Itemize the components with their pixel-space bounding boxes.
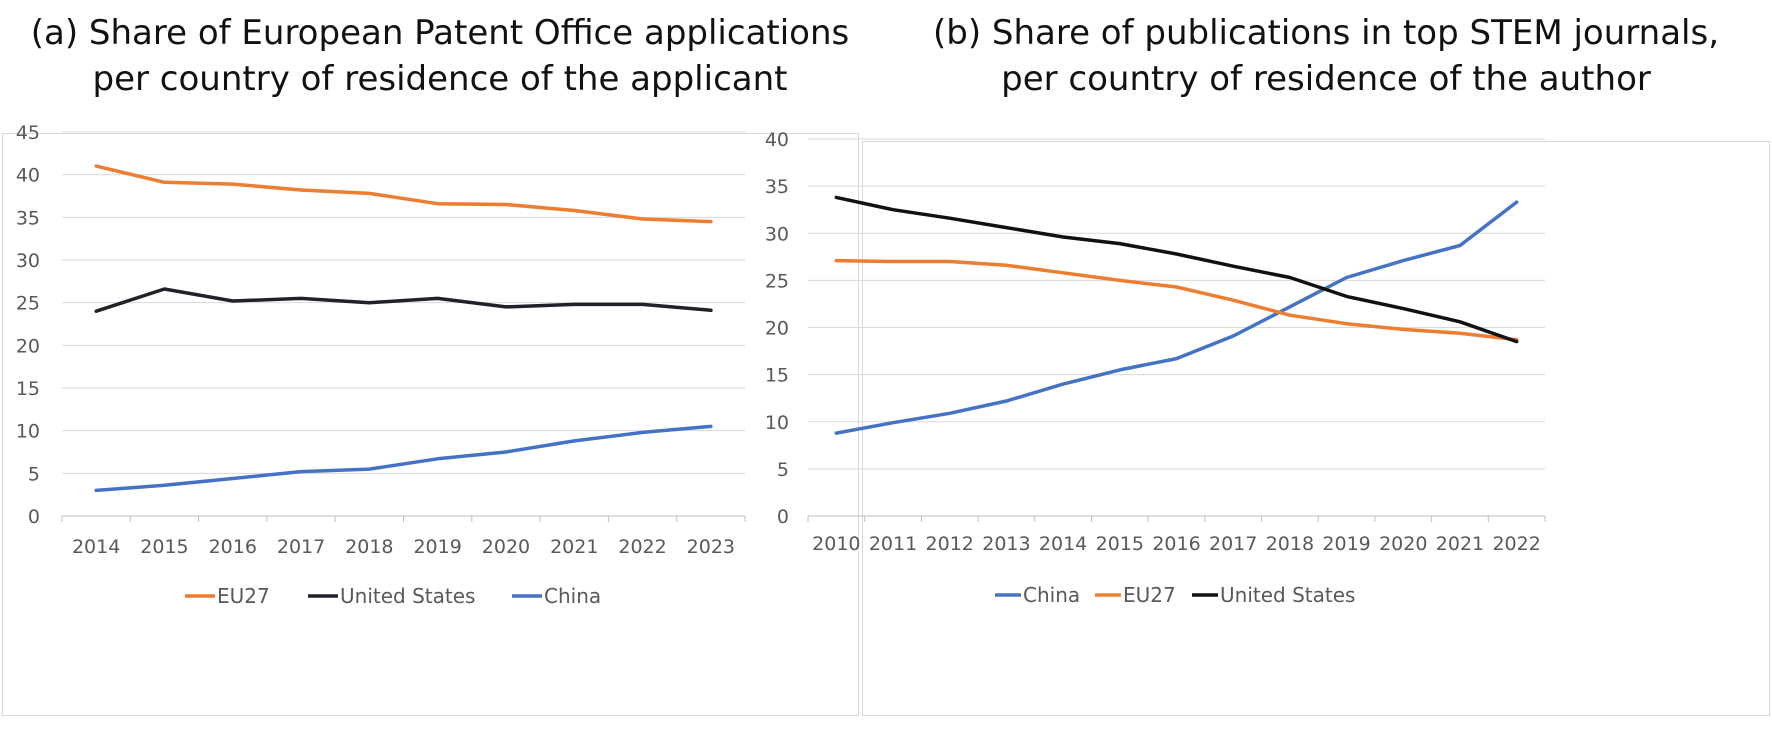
- chart-b-y-tick-label: 10: [765, 412, 789, 434]
- chart-b-y-tick-label: 30: [765, 223, 789, 245]
- chart-b-x-tick-label: 2022: [1492, 533, 1540, 555]
- chart-a-series-line-china: [94, 424, 713, 493]
- chart-a-y-tick-label: 35: [16, 207, 40, 229]
- chart-a-y-tick-label: 45: [16, 122, 40, 144]
- chart-b-series-line-china: [834, 200, 1519, 435]
- chart-a-x-tick-label: 2021: [550, 536, 598, 558]
- chart-a-y-tick-label: 5: [28, 463, 40, 485]
- chart-b-legend-label-eu27: EU27: [1123, 583, 1176, 607]
- chart-a-legend-label-eu27: EU27: [217, 584, 270, 608]
- chart-a-y-tick-label: 40: [16, 165, 40, 187]
- chart-a-x-tick-label: 2023: [687, 536, 735, 558]
- chart-a-title-line-2: per country of residence of the applican…: [92, 59, 788, 99]
- chart-b-x-tick-label: 2020: [1379, 533, 1427, 555]
- chart-b-y-tick-label: 35: [765, 176, 789, 198]
- chart-a-legend-label-china: China: [544, 584, 601, 608]
- chart-a-x-tick-label: 2015: [140, 536, 188, 558]
- chart-b-series-line-eu27: [834, 258, 1519, 342]
- chart-b-series-line-united-states: [834, 195, 1519, 344]
- chart-b-x-tick-label: 2015: [1096, 533, 1144, 555]
- chart-a-y-tick-label: 15: [16, 378, 40, 400]
- chart-a-y-tick-label: 20: [16, 335, 40, 357]
- chart-b-x-tick-label: 2014: [1039, 533, 1087, 555]
- chart-a-x-tick-label: 2018: [345, 536, 393, 558]
- chart-b-legend-label-united-states: United States: [1220, 583, 1355, 607]
- chart-a-y-tick-label: 10: [16, 421, 40, 443]
- chart-b-x-tick-label: 2012: [926, 533, 974, 555]
- chart-a-title-line-1: (a) Share of European Patent Office appl…: [30, 13, 850, 53]
- chart-b-y-tick-label: 40: [765, 129, 789, 151]
- chart-b-x-tick-label: 2010: [812, 533, 860, 555]
- chart-a-legend-label-united-states: United States: [340, 584, 475, 608]
- chart-a-y-tick-label: 25: [16, 293, 40, 315]
- chart-a-x-tick-label: 2019: [413, 536, 461, 558]
- chart-b-title-line-2: per country of residence of the author: [1001, 59, 1651, 99]
- chart-a-x-tick-label: 2020: [482, 536, 530, 558]
- chart-b-x-tick-label: 2017: [1209, 533, 1257, 555]
- chart-b-title-line-1: (b) Share of publications in top STEM jo…: [932, 13, 1720, 53]
- chart-a-x-tick-label: 2022: [618, 536, 666, 558]
- chart-b-x-tick-label: 2013: [982, 533, 1030, 555]
- chart-a-x-tick-label: 2014: [72, 536, 120, 558]
- chart-a-series-line-united-states: [94, 287, 713, 313]
- chart-a-y-tick-label: 0: [28, 506, 40, 528]
- chart-a-series-line-eu27: [94, 164, 713, 224]
- chart-a-y-tick-label: 30: [16, 250, 40, 272]
- chart-a-x-tick-label: 2016: [209, 536, 257, 558]
- chart-b-frame: [862, 141, 1770, 716]
- chart-b-y-tick-label: 25: [765, 270, 789, 292]
- chart-b-x-tick-label: 2018: [1266, 533, 1314, 555]
- chart-b-x-tick-label: 2021: [1436, 533, 1484, 555]
- chart-b-x-tick-label: 2019: [1322, 533, 1370, 555]
- chart-a-x-tick-label: 2017: [277, 536, 325, 558]
- chart-b-y-tick-label: 0: [777, 506, 789, 528]
- chart-b-x-tick-label: 2011: [869, 533, 917, 555]
- chart-b-x-tick-label: 2016: [1152, 533, 1200, 555]
- chart-b-title: (b) Share of publications in top STEM jo…: [880, 10, 1772, 102]
- chart-a-frame: [2, 133, 859, 716]
- chart-b-legend-label-china: China: [1023, 583, 1080, 607]
- chart-b-y-tick-label: 15: [765, 365, 789, 387]
- chart-b-y-tick-label: 20: [765, 318, 789, 340]
- chart-b-y-tick-label: 5: [777, 459, 789, 481]
- chart-a-title: (a) Share of European Patent Office appl…: [0, 10, 880, 102]
